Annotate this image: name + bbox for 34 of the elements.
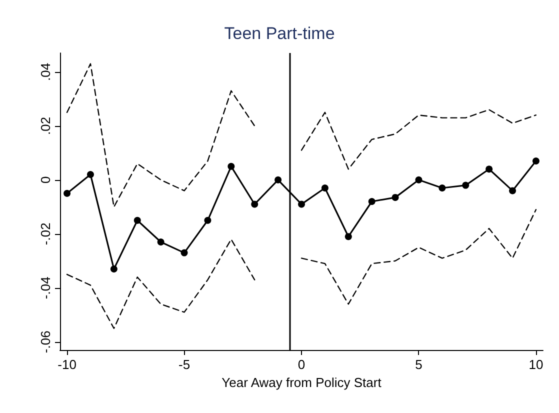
- point: [438, 184, 446, 192]
- point: [64, 190, 71, 197]
- point: [251, 200, 258, 208]
- y-tick-label: .02: [38, 116, 53, 135]
- y-tick-label: -.02: [38, 222, 53, 246]
- point: [86, 171, 94, 178]
- point: [392, 194, 399, 201]
- y-tick-label: -.04: [38, 276, 53, 300]
- y-tick-label: -.06: [38, 330, 53, 354]
- point: [110, 266, 118, 272]
- x-tick-label: 10: [528, 357, 544, 372]
- point: [134, 216, 141, 224]
- point: [157, 238, 164, 246]
- point: [368, 198, 376, 205]
- point: [180, 249, 188, 256]
- x-axis-title: Year Away from Policy Start: [222, 374, 382, 390]
- point: [532, 158, 540, 164]
- point: [486, 166, 493, 173]
- point: [228, 162, 235, 170]
- x-tick-label: 5: [415, 357, 422, 372]
- point: [415, 176, 422, 184]
- point: [509, 187, 516, 194]
- x-tick-label: 0: [298, 357, 306, 372]
- x-tick-label: -5: [178, 357, 190, 372]
- y-tick-label: 0: [38, 176, 53, 184]
- y-tick-label: .04: [38, 62, 53, 81]
- point: [204, 216, 212, 224]
- x-tick-label: -10: [58, 357, 76, 372]
- point: [274, 176, 282, 184]
- point: [462, 182, 470, 189]
- point: [321, 184, 328, 192]
- point: [298, 200, 305, 208]
- point: [344, 233, 352, 240]
- chart-title: Teen Part-time: [224, 24, 335, 43]
